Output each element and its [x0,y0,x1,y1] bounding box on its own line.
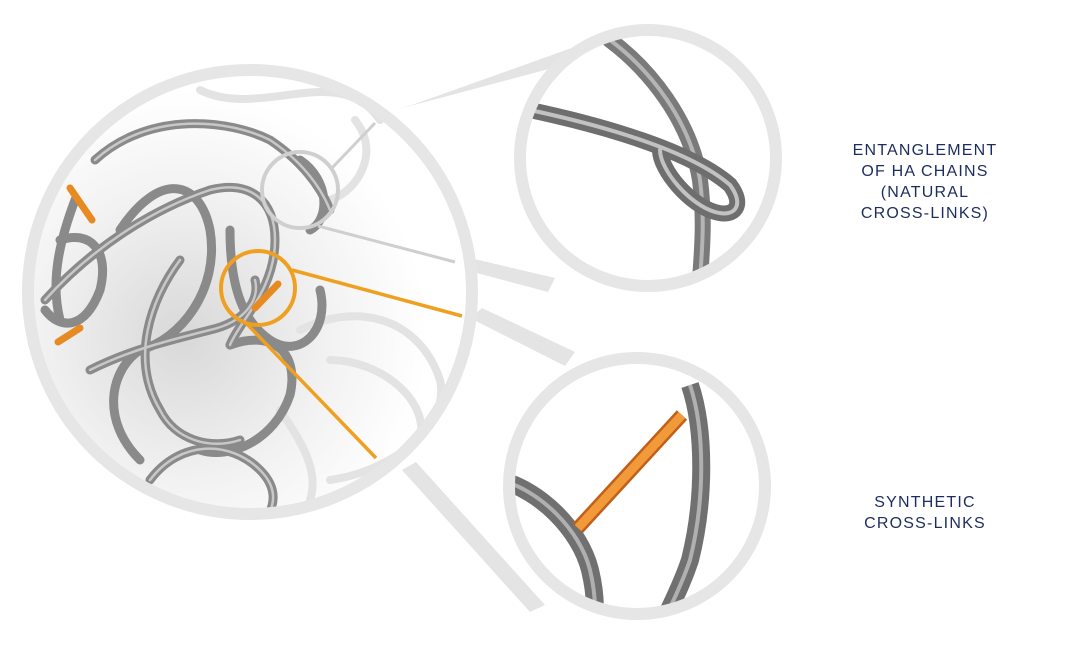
main-lens [22,64,478,520]
cross-link-3 [54,324,84,346]
entanglement-label: ENTANGLEMENT OF HA CHAINS (NATURAL CROSS… [852,142,998,222]
ha-chain-highlights [43,122,332,514]
synthetic-cross-links-label: SYNTHETIC CROSS-LINKS [864,494,986,532]
zoom-lens-synthetic [503,352,771,620]
cross-links-main [54,184,282,346]
zoom-lens-entanglement [514,24,782,292]
connector-bottom-lower [402,462,545,612]
cross-link-1 [66,184,96,224]
connector-top-upper [395,45,590,110]
synthetic-marker [219,249,463,460]
callout-connectors [395,45,590,612]
entanglement-marker [260,121,456,264]
cross-link-2 [251,280,282,312]
connector-top-lower [458,258,555,292]
connector-bottom-upper [470,308,575,366]
